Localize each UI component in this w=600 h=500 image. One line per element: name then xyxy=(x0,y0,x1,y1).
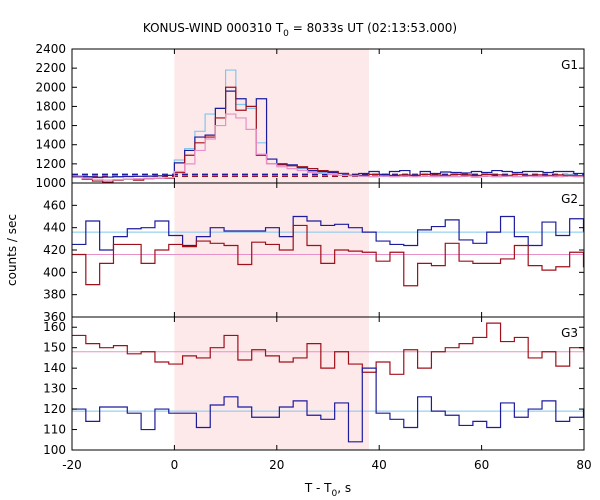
y-axis-label: counts / sec xyxy=(5,214,19,286)
panel-g3: 100 110 120 130 140 150 160 G3 xyxy=(43,316,585,457)
y-tick-label: 440 xyxy=(43,221,66,235)
y-tick-label: 2000 xyxy=(35,80,66,94)
series-g1-dark-blue xyxy=(72,90,584,178)
x-tick-label: 60 xyxy=(474,458,489,472)
y-tick-label: 1400 xyxy=(35,138,66,152)
panel-g2: 360 380 400 420 440 460 G2 xyxy=(43,182,585,324)
x-tick-label: 80 xyxy=(576,458,591,472)
panel-g1: 1000 1200 1400 1600 1800 2000 2200 2400 G1 xyxy=(35,42,585,190)
series-g3-dark-red xyxy=(72,322,585,375)
x-tick-label: 20 xyxy=(269,458,284,472)
y-tick-label: 2200 xyxy=(35,61,66,75)
y-tick-label: 140 xyxy=(43,361,66,375)
panel-frame xyxy=(71,316,585,451)
y-tick-label: 2400 xyxy=(35,42,66,56)
y-tick-label: 400 xyxy=(43,265,66,279)
y-tick-label: 460 xyxy=(43,198,66,212)
y-tick-label: 100 xyxy=(43,443,66,457)
panel-label: G3 xyxy=(561,326,578,340)
chart-title: KONUS-WIND 000310 T0 = 8033s UT (02:13:5… xyxy=(143,21,457,39)
y-tick-label: 160 xyxy=(43,320,66,334)
y-tick-label: 420 xyxy=(43,243,66,257)
series-g1-pink xyxy=(72,113,584,181)
y-tick-label: 1800 xyxy=(35,99,66,113)
y-tick-label: 130 xyxy=(43,382,66,396)
y-tick-label: 150 xyxy=(43,341,66,355)
panel-label: G1 xyxy=(561,58,578,72)
panel-label: G2 xyxy=(561,192,578,206)
y-tick-label: 1200 xyxy=(35,157,66,171)
series-g2-dark-red xyxy=(72,224,585,287)
y-tick-label: 360 xyxy=(43,310,66,324)
x-tick-label: 0 xyxy=(171,458,179,472)
y-tick-label: 110 xyxy=(43,423,66,437)
y-tick-label: 380 xyxy=(43,288,66,302)
y-tick-label: 120 xyxy=(43,402,66,416)
y-tick-label: 1600 xyxy=(35,119,66,133)
series-g2-dark-blue xyxy=(72,215,585,251)
x-tick-label: 40 xyxy=(372,458,387,472)
series-g3-dark-blue xyxy=(72,367,585,443)
x-tick-label: -20 xyxy=(62,458,82,472)
y-tick-label: 1000 xyxy=(35,176,66,190)
x-axis-label: T - T0, s xyxy=(304,481,351,499)
